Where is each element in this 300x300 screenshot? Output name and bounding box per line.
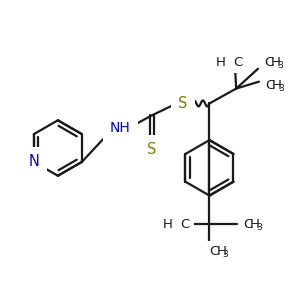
Text: 3: 3 [177,223,182,232]
Text: H: H [215,56,225,69]
Text: C: C [265,79,274,92]
Text: 3: 3 [277,61,283,70]
Text: 3: 3 [222,250,228,259]
Text: H: H [271,56,281,69]
Text: C: C [181,218,190,231]
Text: NH: NH [110,121,131,135]
Text: H: H [163,218,173,231]
Text: 3: 3 [256,223,262,232]
Text: 3: 3 [278,84,284,93]
Text: H: H [250,218,260,231]
Text: S: S [178,96,188,111]
Text: S: S [147,142,157,158]
Text: H: H [216,244,226,258]
Text: 3: 3 [229,61,235,70]
Text: N: N [28,154,39,169]
Text: C: C [233,56,242,69]
Text: C: C [243,218,252,231]
Text: H: H [272,79,282,92]
Text: C: C [209,244,219,258]
Text: C: C [264,56,273,69]
